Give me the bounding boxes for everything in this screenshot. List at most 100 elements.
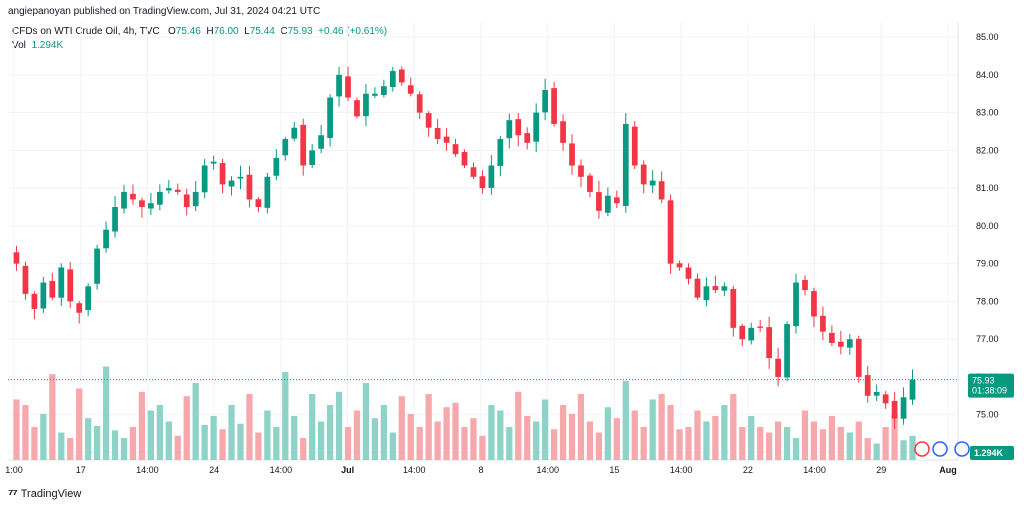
volume-bar xyxy=(120,438,128,460)
candle-body xyxy=(139,200,145,208)
volume-bar xyxy=(604,407,612,460)
volume-bar xyxy=(774,421,782,460)
volume-bar xyxy=(586,421,594,460)
volume-bar xyxy=(344,427,352,460)
candle-body xyxy=(165,188,172,191)
volume-bar xyxy=(819,429,827,460)
candle-body xyxy=(372,93,378,96)
volume-bar xyxy=(111,430,119,460)
candle-body xyxy=(219,163,226,185)
volume-bar xyxy=(497,410,504,460)
candle-body xyxy=(766,327,773,359)
candle-body xyxy=(784,324,790,378)
volume-bar xyxy=(353,410,361,460)
volume-bar xyxy=(371,418,379,460)
candle-body xyxy=(497,139,504,166)
candle-body xyxy=(407,85,414,94)
candle-body xyxy=(327,97,333,138)
change-value: +0.46 (+0.61%) xyxy=(318,26,388,37)
y-tick-label: 82.00 xyxy=(976,145,999,155)
volume-bar xyxy=(237,423,244,460)
volume-bar xyxy=(577,394,585,460)
candle-body xyxy=(291,127,298,139)
candle-body xyxy=(864,375,871,396)
candle-body xyxy=(156,191,163,205)
candle-body xyxy=(703,286,710,301)
y-tick-label: 78.00 xyxy=(976,296,999,306)
symbol-name[interactable]: CFDs on WTI Crude Oil, 4h, TVC xyxy=(12,26,160,37)
candle-body xyxy=(829,332,835,343)
candle-body xyxy=(192,191,199,207)
candle-body xyxy=(443,136,450,143)
candle-body xyxy=(237,176,244,179)
candle-body xyxy=(775,358,781,377)
volume-bar xyxy=(183,396,190,460)
volume-bar xyxy=(739,427,746,460)
volume-bar xyxy=(300,438,307,460)
candle-body xyxy=(121,191,127,209)
candle-body xyxy=(309,150,316,165)
candle-body xyxy=(40,282,47,309)
volume-bar xyxy=(676,429,683,460)
footer-brand: ⁷⁷ TradingView xyxy=(8,486,81,501)
x-tick-label: 22 xyxy=(743,465,753,475)
candle-body xyxy=(479,176,486,189)
volume-bar xyxy=(210,416,217,460)
volume-bar xyxy=(524,416,531,460)
event-marker-icon xyxy=(954,441,970,457)
volume-bar xyxy=(335,391,343,460)
volume-bar xyxy=(622,380,629,460)
volume-bar xyxy=(631,410,638,460)
candle-body xyxy=(282,139,289,156)
candle-body xyxy=(515,119,522,136)
x-tick-label: 17 xyxy=(76,465,86,475)
volume-bar xyxy=(67,438,74,460)
candle-body xyxy=(58,267,65,298)
volume-bar xyxy=(102,366,110,460)
candle-body xyxy=(855,338,862,377)
volume-bar xyxy=(22,405,29,460)
volume-bar xyxy=(882,427,889,460)
volume-bar xyxy=(748,416,755,460)
candle-body xyxy=(210,161,217,164)
candle-body xyxy=(255,199,262,208)
volume-bar xyxy=(900,440,907,460)
volume-bar xyxy=(864,438,871,460)
volume-bar xyxy=(407,413,414,460)
open-label: O xyxy=(167,26,176,37)
volume-bar xyxy=(909,435,916,460)
candle-body xyxy=(300,124,307,166)
volume-bar xyxy=(165,421,172,460)
x-tick-label: Jul xyxy=(341,465,354,475)
candle-body xyxy=(649,180,656,186)
candle-body xyxy=(551,88,557,124)
high-label: H xyxy=(206,26,214,37)
candle-body xyxy=(613,197,620,204)
candle-body xyxy=(793,282,799,327)
volume-bar xyxy=(362,383,370,460)
x-tick-label: Aug xyxy=(939,465,957,475)
volume-bar xyxy=(694,410,701,460)
candle-body xyxy=(470,167,477,177)
x-tick-label: 14:00 xyxy=(536,465,559,475)
high-value: 76.00 xyxy=(213,26,239,37)
volume-bar xyxy=(246,394,253,460)
candle-body xyxy=(667,200,674,264)
candle-body xyxy=(802,279,808,291)
candle-body xyxy=(837,341,844,347)
last-price-badge xyxy=(968,373,1014,398)
candle-body xyxy=(112,207,118,232)
volume-bar xyxy=(398,396,405,460)
candle-body xyxy=(730,288,737,328)
publisher-text: angiepanoyan published on TradingView.co… xyxy=(8,6,321,17)
candle-body xyxy=(264,176,271,208)
candle-body xyxy=(820,315,826,332)
volume-bar xyxy=(658,394,665,460)
volume-bar xyxy=(434,421,441,460)
volume-bar xyxy=(192,383,199,460)
volume-bar xyxy=(309,394,316,460)
volume-badge-label: 1.294K xyxy=(974,448,1004,458)
volume-bar xyxy=(801,410,809,460)
volume-bar xyxy=(416,427,423,460)
